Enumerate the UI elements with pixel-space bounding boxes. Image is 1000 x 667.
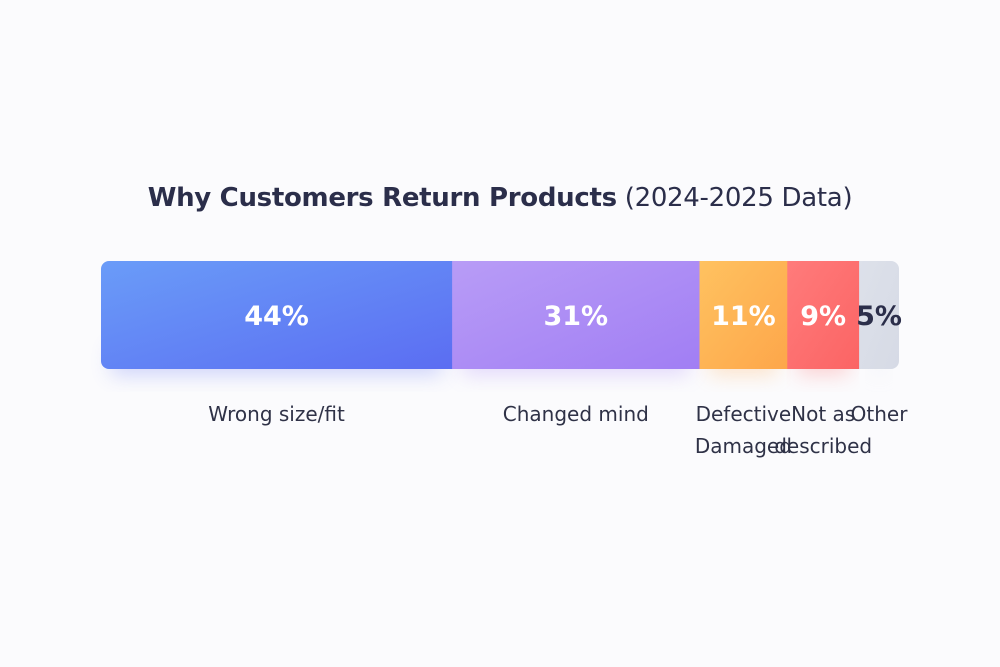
bar-segment [699, 261, 788, 369]
category-label: described [774, 434, 872, 458]
chart-title-suffix: (2024-2025 Data) [624, 183, 853, 213]
bar-segments [101, 261, 899, 369]
category-label: Wrong size/fit [208, 402, 345, 426]
category-label: Changed mind [503, 402, 649, 426]
bar-layer [101, 261, 899, 375]
data-label: 11% [711, 301, 776, 332]
chart-title-main: Why Customers Return Products [147, 183, 617, 213]
category-label: Not as [791, 402, 855, 426]
data-label: 9% [800, 301, 846, 332]
bar-segment [452, 261, 700, 369]
bar-segment [787, 261, 860, 369]
bar-segment [101, 261, 453, 369]
category-label: Defective [696, 402, 792, 426]
chart-title: Why Customers Return Products (2024-2025… [0, 183, 1000, 213]
bar-segment [859, 261, 899, 369]
category-label: Other [851, 402, 909, 426]
category-label: Damaged [695, 434, 792, 458]
label-layer: 44% Wrong size/fit 31% Changed mind 11% Defec… [208, 301, 908, 458]
data-label: 31% [543, 301, 608, 332]
data-label: 44% [244, 301, 309, 332]
data-label: 5% [856, 301, 902, 332]
